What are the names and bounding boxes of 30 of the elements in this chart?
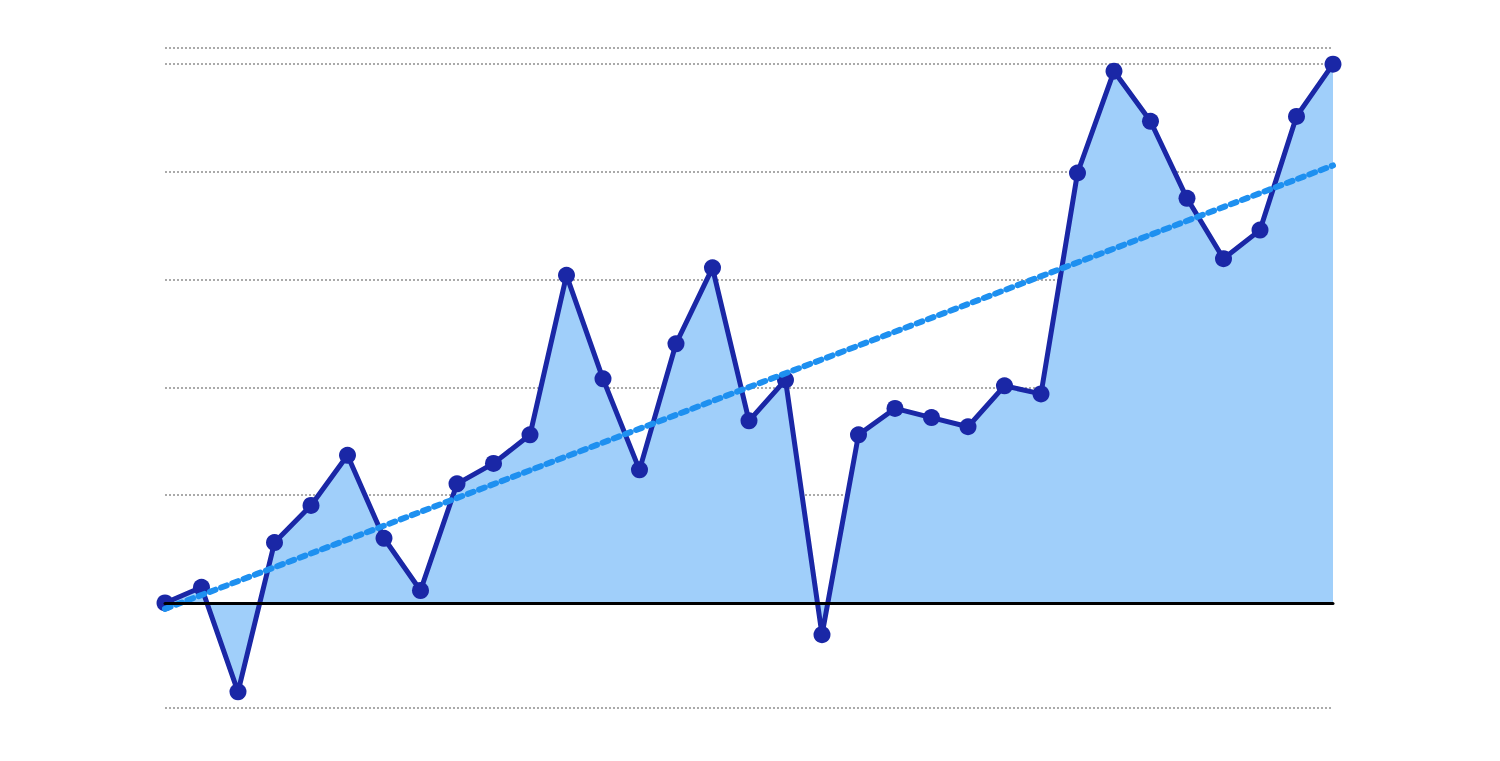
point [740,412,758,430]
point [959,418,977,436]
point [667,335,685,353]
point [813,626,831,644]
point [266,534,283,552]
point [886,399,904,417]
point [229,683,247,701]
point [923,409,940,427]
point [594,370,612,388]
point [996,377,1013,395]
point [631,461,648,479]
point [1251,221,1269,239]
point [1105,62,1123,80]
point [1178,189,1196,207]
point [521,426,539,444]
point [412,582,429,600]
point [375,529,393,547]
point [1142,112,1159,130]
point [1032,385,1050,403]
point [1215,250,1232,268]
point [1324,55,1342,73]
point [850,426,867,444]
point [339,446,356,464]
point [302,496,320,514]
point [558,266,575,284]
point [448,475,466,493]
point [1288,107,1305,125]
point [485,454,502,472]
point [704,259,721,277]
point [1069,164,1086,182]
